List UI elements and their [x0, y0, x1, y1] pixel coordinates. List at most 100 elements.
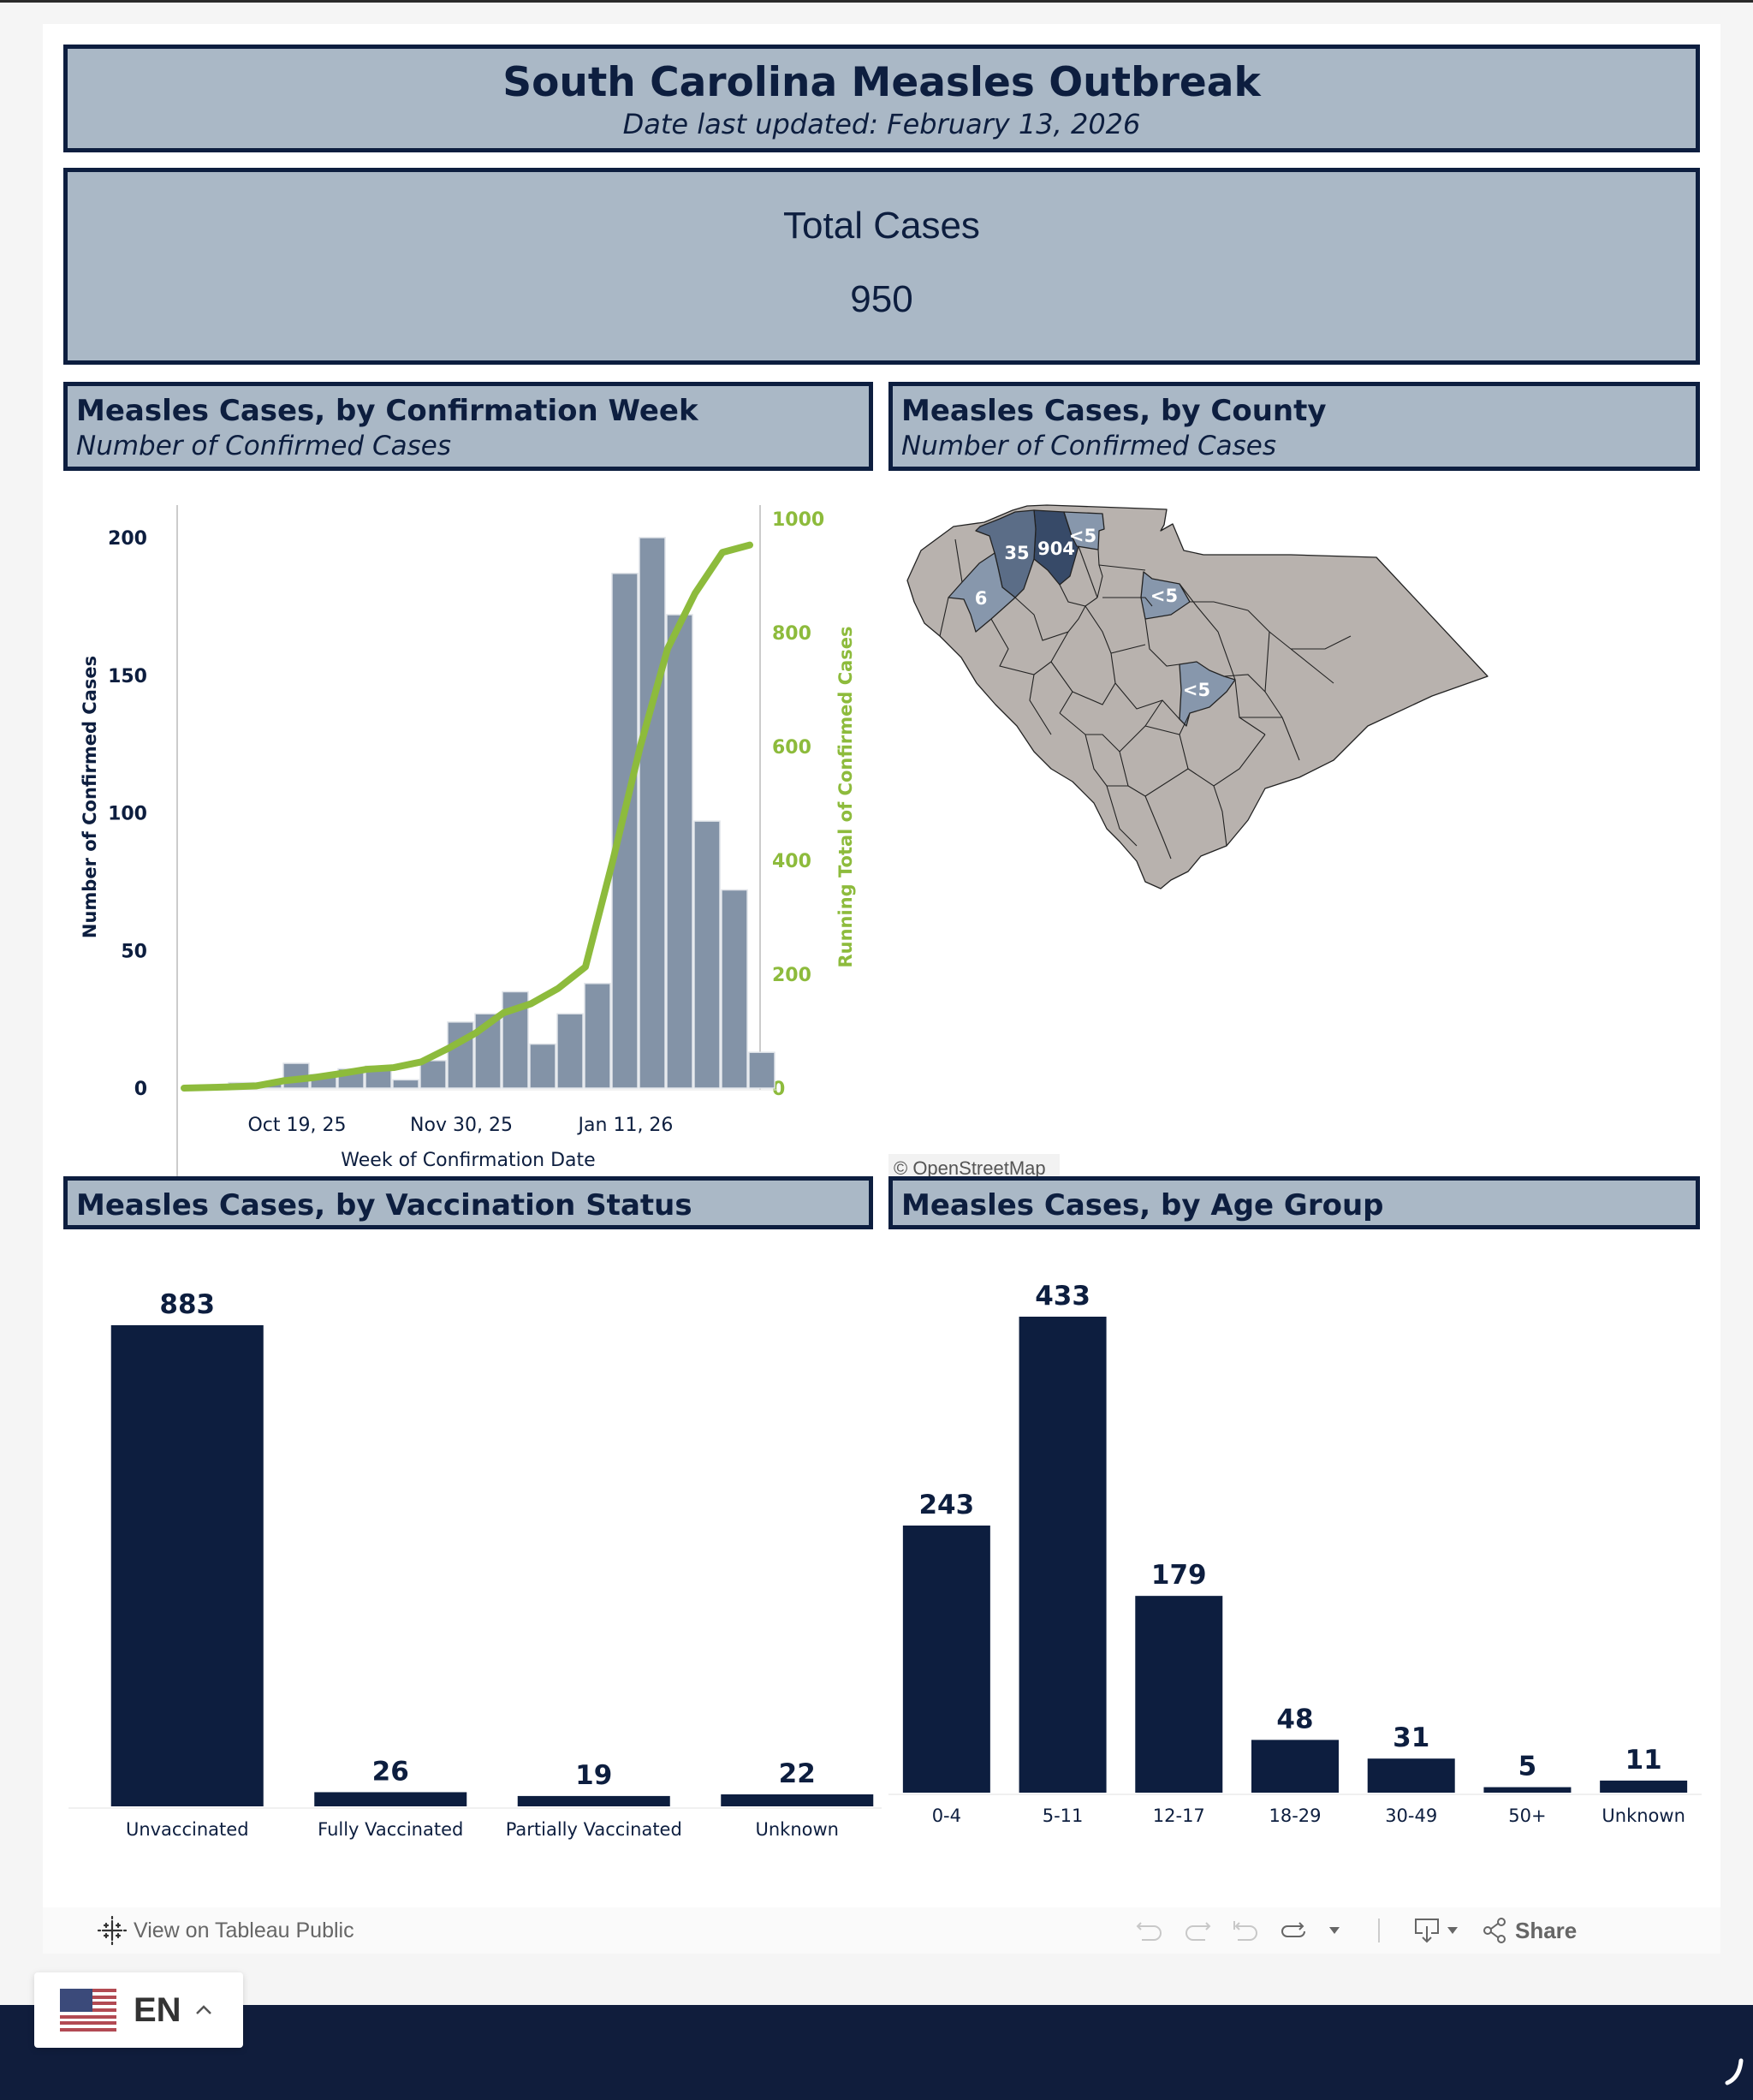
- age-category-label: 5-11: [1043, 1806, 1084, 1826]
- map-county-6[interactable]: [948, 552, 1016, 633]
- week-bar[interactable]: [611, 573, 639, 1089]
- total-cases-value: 950: [850, 278, 913, 320]
- view-on-tableau-link[interactable]: View on Tableau Public: [98, 1907, 354, 1954]
- x-axis-title: Week of Confirmation Date: [341, 1150, 595, 1171]
- age-category-label: 18-29: [1269, 1806, 1321, 1826]
- toolbar-divider: [1378, 1907, 1380, 1954]
- vax-category-label: Unknown: [756, 1819, 839, 1840]
- vax-bar[interactable]: [517, 1795, 670, 1806]
- vax-category-label: Unvaccinated: [126, 1819, 249, 1840]
- week-bar[interactable]: [419, 1060, 447, 1089]
- age-value-label: 243: [918, 1490, 974, 1520]
- download-button[interactable]: [1412, 1907, 1460, 1954]
- us-flag-icon: [60, 1989, 116, 2032]
- age-section-header: Measles Cases, by Age Group: [888, 1176, 1700, 1229]
- undo-icon: [1136, 1922, 1162, 1941]
- redo-button[interactable]: [1183, 1907, 1212, 1954]
- y2-tick-label: 0: [772, 1079, 785, 1100]
- week-bar[interactable]: [666, 614, 693, 1089]
- week-chart[interactable]: 0 50 100 150 200 0 200 400 600 800 1000 Oct 19, 2…: [43, 478, 882, 1188]
- age-value-label: 5: [1518, 1752, 1537, 1782]
- caret-down-icon: [1447, 1927, 1458, 1934]
- window-top-border: [0, 0, 1753, 3]
- age-bar[interactable]: [1251, 1740, 1339, 1793]
- chevron-up-icon: [195, 2005, 211, 2014]
- map-label-6: 6: [975, 588, 988, 609]
- map-county-35[interactable]: [975, 509, 1037, 598]
- age-bar[interactable]: [1367, 1758, 1455, 1793]
- week-bar[interactable]: [748, 1051, 775, 1089]
- loading-spinner-icon: [1725, 2058, 1744, 2085]
- total-cases-label: Total Cases: [783, 205, 980, 247]
- share-button[interactable]: Share: [1481, 1907, 1577, 1954]
- refresh-button[interactable]: [1279, 1907, 1310, 1954]
- county-section-subtitle: Number of Confirmed Cases: [901, 431, 1276, 461]
- vax-bar[interactable]: [721, 1794, 874, 1806]
- vax-category-label: Partially Vaccinated: [506, 1819, 682, 1840]
- undo-button[interactable]: [1135, 1907, 1164, 1954]
- y-tick-label: 200: [108, 528, 147, 550]
- map-county-lt5-central[interactable]: [1179, 661, 1236, 727]
- vax-bar[interactable]: [110, 1325, 264, 1806]
- age-bar[interactable]: [1135, 1596, 1223, 1793]
- download-icon: [1415, 1919, 1439, 1943]
- week-bar[interactable]: [584, 983, 611, 1089]
- age-chart[interactable]: 243 0-4 433 5-11 179 12-17 48 18-29 31 30-49 5 50+ 1…: [888, 1231, 1710, 1847]
- share-label: Share: [1515, 1917, 1578, 1943]
- week-section-header: Measles Cases, by Confirmation Week Numb…: [63, 382, 873, 471]
- week-bar[interactable]: [693, 820, 721, 1089]
- map-attribution[interactable]: © OpenStreetMap: [894, 1157, 1046, 1179]
- week-bar[interactable]: [529, 1043, 556, 1089]
- age-section-title: Measles Cases, by Age Group: [901, 1188, 1384, 1223]
- age-category-label: 30-49: [1385, 1806, 1437, 1826]
- vax-category-label: Fully Vaccinated: [318, 1819, 463, 1840]
- y2-tick-label: 400: [772, 851, 811, 872]
- map-label-lt5-northeast: <5: [1150, 586, 1178, 606]
- week-bar[interactable]: [639, 537, 666, 1089]
- age-bar[interactable]: [902, 1525, 990, 1793]
- y-tick-label: 100: [108, 804, 147, 825]
- age-category-label: 12-17: [1153, 1806, 1205, 1826]
- map-county-lt5-north[interactable]: [1063, 511, 1105, 550]
- y2-tick-label: 1000: [772, 509, 824, 531]
- week-bar[interactable]: [556, 1013, 584, 1089]
- week-bar[interactable]: [447, 1021, 474, 1089]
- share-icon: [1483, 1918, 1506, 1943]
- vax-bar[interactable]: [314, 1792, 467, 1806]
- map-label-lt5-central: <5: [1183, 680, 1210, 700]
- vax-value-label: 19: [575, 1760, 612, 1791]
- refresh-icon: [1281, 1922, 1305, 1937]
- week-bar[interactable]: [721, 889, 748, 1089]
- site-footer: [0, 2005, 1753, 2100]
- y2-axis-title: Running Total of Confirmed Cases: [835, 626, 856, 967]
- vax-value-label: 26: [372, 1756, 409, 1787]
- age-value-label: 31: [1393, 1722, 1429, 1753]
- refresh-dropdown[interactable]: [1327, 1907, 1342, 1954]
- county-section-header: Measles Cases, by County Number of Confi…: [888, 382, 1700, 471]
- running-total-line[interactable]: [181, 541, 753, 1092]
- last-updated: Date last updated: February 13, 2026: [622, 108, 1141, 140]
- map-county-lt5-northeast[interactable]: [1140, 571, 1191, 620]
- age-bar[interactable]: [1483, 1787, 1572, 1793]
- language-selector[interactable]: EN: [34, 1972, 243, 2048]
- revert-icon: [1233, 1921, 1257, 1941]
- x-tick-label: Nov 30, 25: [410, 1115, 513, 1136]
- tableau-logo-icon: [98, 1916, 127, 1945]
- dashboard-title: South Carolina Measles Outbreak: [502, 59, 1261, 106]
- week-bar[interactable]: [392, 1079, 419, 1089]
- vax-value-label: 883: [159, 1289, 215, 1320]
- age-bar[interactable]: [1019, 1317, 1107, 1793]
- y-tick-label: 150: [108, 666, 147, 687]
- y-axis-title: Number of Confirmed Cases: [80, 656, 100, 938]
- tableau-toolbar: View on Tableau Public Share: [43, 1907, 1720, 1954]
- county-section-title: Measles Cases, by County: [901, 394, 1327, 428]
- vax-value-label: 22: [779, 1758, 816, 1789]
- map-label-35: 35: [1004, 543, 1029, 563]
- y-tick-label: 50: [121, 941, 147, 962]
- vax-section-title: Measles Cases, by Vaccination Status: [76, 1188, 692, 1223]
- title-banner: South Carolina Measles Outbreak Date las…: [63, 45, 1700, 152]
- revert-button[interactable]: [1231, 1907, 1260, 1954]
- age-bar[interactable]: [1600, 1780, 1688, 1793]
- county-map[interactable]: 904 35 6 <5 <5 <5 © OpenStreetMap: [888, 478, 1700, 1188]
- vax-chart[interactable]: 883 Unvaccinated 26 Fully Vaccinated 19 Parti…: [43, 1231, 882, 1847]
